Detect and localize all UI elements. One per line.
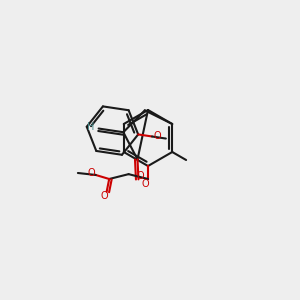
Text: O: O [101,191,109,201]
Text: O: O [153,131,160,142]
Text: O: O [88,168,96,178]
Text: O: O [141,179,149,189]
Text: H: H [87,122,94,132]
Text: O: O [136,171,144,182]
